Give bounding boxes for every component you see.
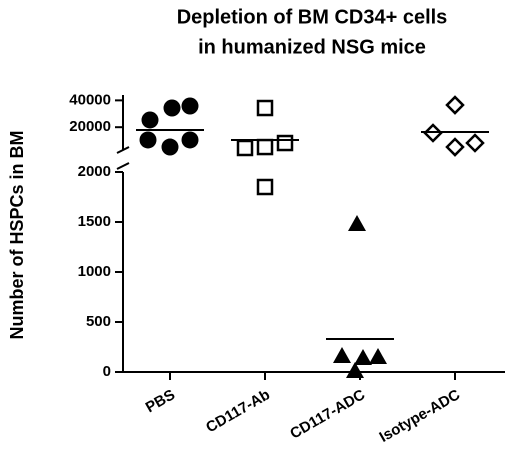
dot (141, 111, 159, 129)
y-tick-label: 1000 (78, 263, 111, 280)
diamond (445, 95, 465, 115)
square (236, 139, 254, 157)
x-tick-label: CD117-ADC (287, 386, 368, 442)
y-tick-label: 20000 (69, 118, 111, 135)
triangle (348, 215, 366, 231)
axis-break (116, 162, 130, 170)
y-tick-label: 500 (86, 313, 111, 330)
triangle (346, 362, 364, 378)
square (256, 178, 274, 196)
triangle (354, 349, 372, 365)
dot (139, 131, 157, 149)
x-tick-label: Isotype-ADC (377, 386, 464, 446)
y-tick-label: 1500 (78, 213, 111, 230)
diamond (423, 123, 443, 143)
diamond (445, 137, 465, 157)
chart-title: in humanized NSG mice (198, 36, 426, 58)
y-tick-label: 40000 (69, 91, 111, 108)
diamond (465, 133, 485, 153)
square (276, 134, 294, 152)
triangle (333, 347, 351, 363)
x-tick-label: PBS (143, 386, 178, 416)
y-tick-label: 0 (103, 363, 111, 380)
triangle (369, 348, 387, 364)
y-tick-label: 2000 (78, 163, 111, 180)
dot (161, 138, 179, 156)
y-axis-title: Number of HSPCs in BM (7, 130, 27, 339)
dot (181, 131, 199, 149)
chart-title: Depletion of BM CD34+ cells (177, 6, 448, 28)
dot (181, 97, 199, 115)
square (256, 138, 274, 156)
axis-break (116, 146, 130, 154)
dot (163, 99, 181, 117)
x-tick-label: CD117-Ab (203, 386, 273, 436)
square (256, 99, 274, 117)
axes (116, 95, 505, 373)
